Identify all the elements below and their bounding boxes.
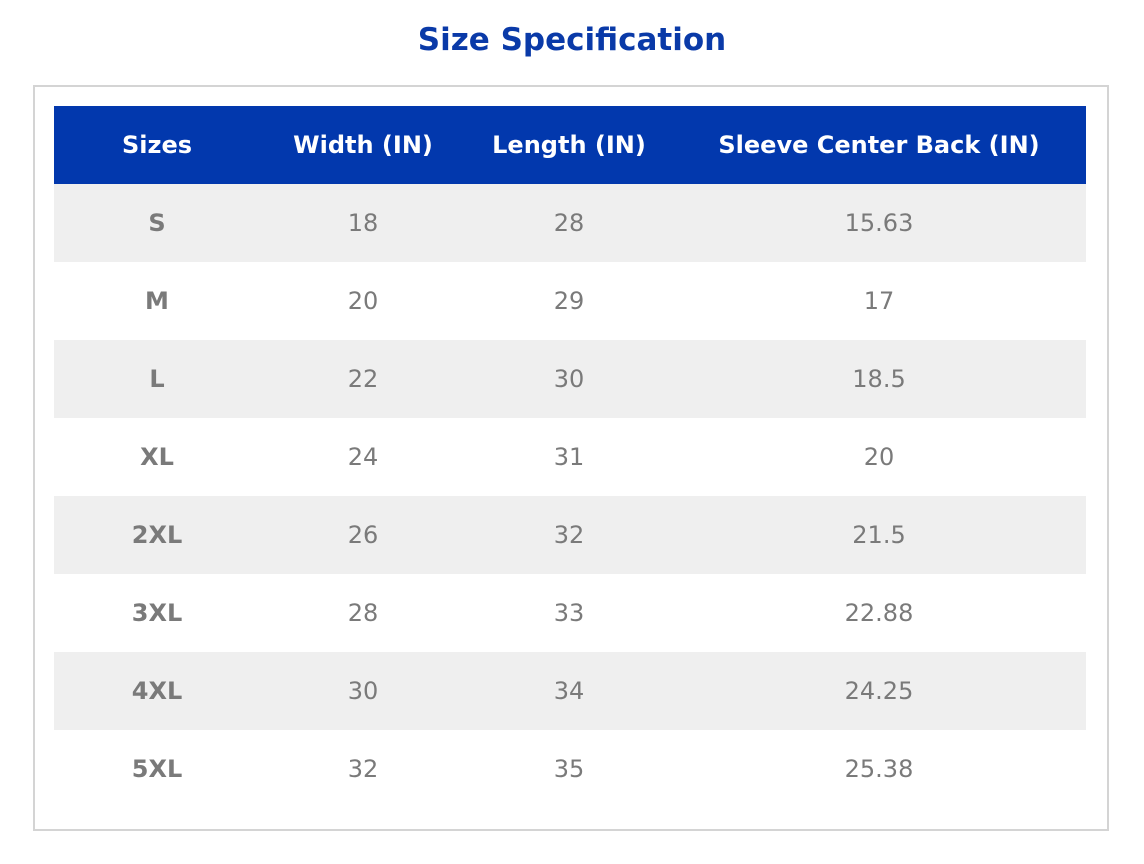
value-cell: 20 xyxy=(347,287,379,315)
column-header: Sleeve Center Back (IN) xyxy=(718,131,1040,159)
value-cell: 29 xyxy=(553,287,585,315)
value-cell: 33 xyxy=(553,599,585,627)
table-row: 3XL 28 33 22.88 xyxy=(54,574,1086,652)
table-row: XL 24 31 20 xyxy=(54,418,1086,496)
table-frame: Sizes Width (IN) Length (IN) Sleeve Center … xyxy=(33,85,1109,831)
table-row: 5XL 32 35 25.38 xyxy=(54,730,1086,808)
value-cell: 22.88 xyxy=(844,599,914,627)
size-cell: 5XL xyxy=(131,755,183,783)
value-cell: 32 xyxy=(347,755,379,783)
value-cell: 24.25 xyxy=(844,677,914,705)
value-cell: 18 xyxy=(347,209,379,237)
column-header: Sizes xyxy=(121,131,193,159)
value-cell: 15.63 xyxy=(844,209,914,237)
value-cell: 31 xyxy=(553,443,585,471)
size-cell: 3XL xyxy=(131,599,183,627)
size-cell: XL xyxy=(140,443,174,471)
value-cell: 24 xyxy=(347,443,379,471)
value-cell: 18.5 xyxy=(852,365,906,393)
value-cell: 25.38 xyxy=(844,755,914,783)
value-cell: 35 xyxy=(553,755,585,783)
value-cell: 26 xyxy=(347,521,379,549)
value-cell: 30 xyxy=(347,677,379,705)
value-cell: 34 xyxy=(553,677,585,705)
value-cell: 17 xyxy=(863,287,895,315)
size-cell: M xyxy=(145,287,169,315)
page-title: Size Specification xyxy=(417,22,727,58)
value-cell: 32 xyxy=(553,521,585,549)
value-cell: 20 xyxy=(863,443,895,471)
value-cell: 28 xyxy=(553,209,585,237)
table-row: S 18 28 15.63 xyxy=(54,184,1086,262)
value-cell: 28 xyxy=(347,599,379,627)
size-cell: S xyxy=(148,209,166,237)
table-row: L 22 30 18.5 xyxy=(54,340,1086,418)
column-header: Width (IN) xyxy=(293,131,433,159)
table-row: M 20 29 17 xyxy=(54,262,1086,340)
table-row: 4XL 30 34 24.25 xyxy=(54,652,1086,730)
size-cell: 2XL xyxy=(131,521,183,549)
size-cell: 4XL xyxy=(131,677,183,705)
value-cell: 30 xyxy=(553,365,585,393)
table-row: 2XL 26 32 21.5 xyxy=(54,496,1086,574)
value-cell: 21.5 xyxy=(852,521,906,549)
size-cell: L xyxy=(149,365,165,393)
size-table: Sizes Width (IN) Length (IN) Sleeve Center … xyxy=(54,106,1086,808)
header-row: Sizes Width (IN) Length (IN) Sleeve Center … xyxy=(54,106,1086,184)
column-header: Length (IN) xyxy=(492,131,646,159)
value-cell: 22 xyxy=(347,365,379,393)
